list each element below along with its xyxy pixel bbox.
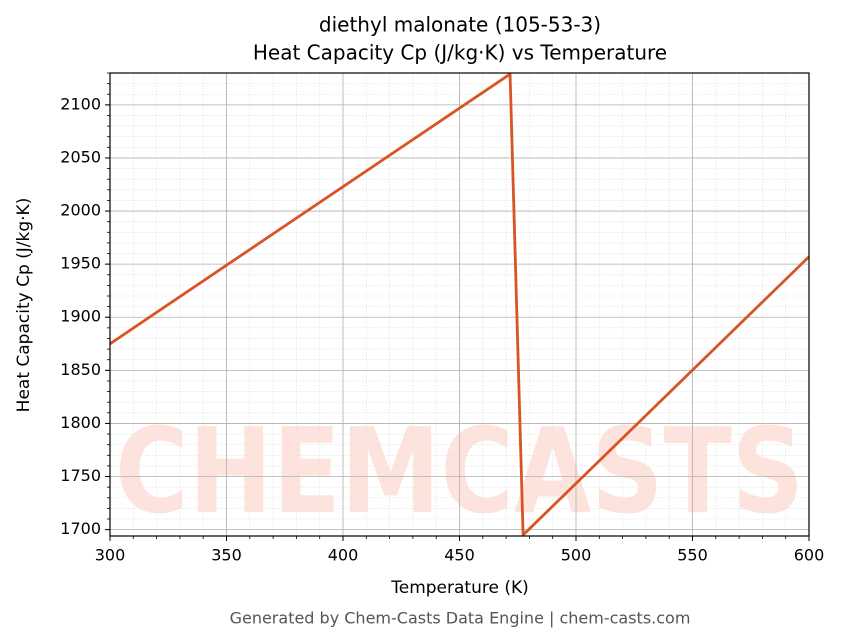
chart-title: diethyl malonate (105-53-3)	[319, 13, 601, 37]
y-tick-label: 2050	[60, 147, 101, 166]
y-tick-label: 1900	[60, 307, 101, 326]
x-tick-label: 350	[211, 546, 242, 565]
x-tick-label: 400	[328, 546, 359, 565]
y-tick-label: 2100	[60, 94, 101, 113]
y-tick-label: 2000	[60, 201, 101, 220]
footer: Generated by Chem-Casts Data Engine | ch…	[230, 609, 691, 628]
y-axis-label: Heat Capacity Cp (J/kg·K)	[14, 198, 34, 413]
x-tick-label: 500	[561, 546, 592, 565]
x-tick-label: 300	[95, 546, 126, 565]
x-axis-label: Temperature (K)	[390, 578, 529, 598]
y-tick-label: 1700	[60, 519, 101, 538]
y-tick-label: 1850	[60, 360, 101, 379]
y-tick-label: 1750	[60, 466, 101, 485]
data-line	[110, 72, 809, 537]
plot-frame	[109, 72, 810, 537]
x-tick-label: 600	[794, 546, 825, 565]
x-tick-label: 550	[677, 546, 708, 565]
y-tick-label: 1950	[60, 254, 101, 273]
chart-subtitle: Heat Capacity Cp (J/kg·K) vs Temperature	[253, 41, 667, 65]
x-tick-label: 450	[444, 546, 475, 565]
y-tick-label: 1800	[60, 413, 101, 432]
